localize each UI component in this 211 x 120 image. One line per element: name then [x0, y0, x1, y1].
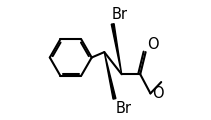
Polygon shape: [111, 24, 122, 74]
Text: Br: Br: [116, 101, 132, 116]
Text: O: O: [147, 36, 159, 51]
Text: O: O: [153, 86, 164, 101]
Polygon shape: [104, 52, 116, 99]
Text: Br: Br: [112, 7, 128, 22]
